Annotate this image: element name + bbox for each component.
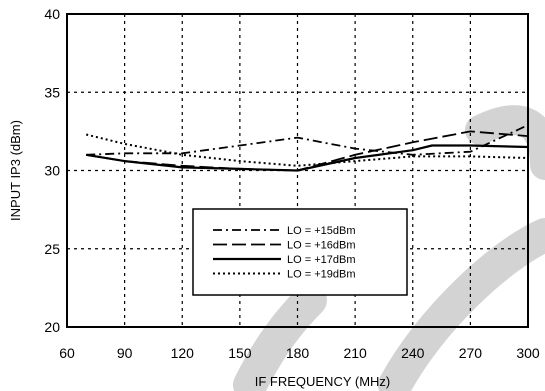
- series-lines: [85, 124, 529, 172]
- x-tick-label: 240: [401, 345, 425, 361]
- series-line-3: [86, 144, 529, 172]
- legend-label: LO = +19dBm: [287, 269, 356, 281]
- y-tick-labels: 20 25 30 35 40: [44, 6, 60, 335]
- legend-label: LO = +17dBm: [287, 254, 356, 266]
- y-tick-label: 25: [44, 241, 60, 257]
- x-tick-label: 300: [516, 345, 540, 361]
- x-tick-label: 180: [286, 345, 310, 361]
- legend-label: LO = +15dBm: [287, 225, 356, 237]
- x-tick-label: 60: [59, 345, 75, 361]
- x-tick-label: 120: [171, 345, 195, 361]
- y-tick-label: 40: [44, 6, 60, 22]
- x-axis-label: IF FREQUENCY (MHz): [255, 374, 391, 389]
- y-axis-label: INPUT IP3 (dBm): [8, 120, 23, 221]
- x-tick-label: 210: [343, 345, 367, 361]
- x-tick-label: 150: [228, 345, 252, 361]
- x-tick-label: 90: [117, 345, 133, 361]
- y-tick-label: 20: [44, 319, 60, 335]
- series-line-1: [86, 124, 529, 156]
- x-tick-labels: 60 90 120 150 180 210 240 270 300: [59, 345, 540, 361]
- y-tick-label: 35: [44, 84, 60, 100]
- x-tick-label: 270: [459, 345, 483, 361]
- legend-box: [192, 208, 408, 296]
- plot-frame: [66, 13, 529, 328]
- y-tick-label: 30: [44, 163, 60, 179]
- legend: LO = +15dBm LO = +16dBm LO = +17dBm LO = +1…: [192, 208, 408, 296]
- legend-label: LO = +16dBm: [287, 240, 356, 252]
